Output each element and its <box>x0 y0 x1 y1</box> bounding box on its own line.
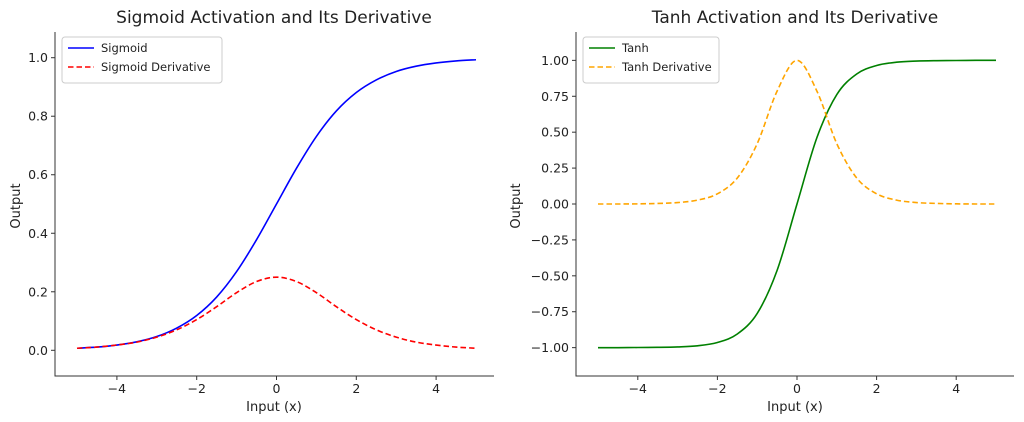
y-tick-label: 0.75 <box>541 89 569 104</box>
x-axis-label: Input (x) <box>246 400 302 415</box>
sigmoid-chart-panel: Sigmoid Activation and Its Derivative In… <box>9 8 494 415</box>
y-tick-label: 0.8 <box>28 109 48 124</box>
axes-spines <box>54 32 494 377</box>
x-tick-label: 2 <box>352 381 360 396</box>
series-line-1 <box>76 58 477 350</box>
legend: Tanh Tanh Derivative <box>582 36 720 84</box>
plot-lines <box>597 59 997 349</box>
series-line-1 <box>597 59 997 349</box>
tanh-chart-panel: Tanh Activation and Its Derivative Input… <box>509 8 1014 415</box>
series-line-2 <box>76 276 477 350</box>
y-tick-label: 0.0 <box>28 343 48 358</box>
y-tick-label: 0.25 <box>541 161 569 176</box>
y-tick-label: −0.25 <box>531 232 569 247</box>
y-tick-label: 0.4 <box>28 226 48 241</box>
series-line-2 <box>597 59 997 205</box>
chart-title: Sigmoid Activation and Its Derivative <box>116 8 432 28</box>
legend-box <box>582 36 720 84</box>
y-tick-label: 0.00 <box>541 197 569 212</box>
x-axis-label: Input (x) <box>767 400 823 415</box>
x-tick-label: −2 <box>187 381 205 396</box>
y-tick-label: 0.2 <box>28 284 48 299</box>
y-tick-label: 1.00 <box>541 53 569 68</box>
x-tick-label: 4 <box>432 381 440 396</box>
x-tick-label: −4 <box>629 381 647 396</box>
y-tick-label: −1.00 <box>531 340 569 355</box>
legend-label: Sigmoid Derivative <box>101 60 210 74</box>
legend-label: Tanh <box>621 41 649 55</box>
legend: Sigmoid Sigmoid Derivative <box>61 36 223 84</box>
legend-box <box>61 36 223 84</box>
legend-label: Tanh Derivative <box>621 60 712 74</box>
ticks: −4 −2 0 2 4 −1.00 −0.75 −0.50 −0.25 0.00 0.25 0.50 0… <box>531 53 961 396</box>
x-tick-label: −2 <box>708 381 726 396</box>
y-axis-label: Output <box>9 183 24 228</box>
x-tick-label: 0 <box>273 381 281 396</box>
x-tick-label: 4 <box>952 381 960 396</box>
y-tick-label: 0.6 <box>28 167 48 182</box>
plot-lines <box>76 58 477 350</box>
ticks: −4 −2 0 2 4 0.0 0.2 0.4 0.6 0.8 1.0 <box>28 50 440 396</box>
axes-spines <box>575 32 1014 377</box>
legend-label: Sigmoid <box>101 41 148 55</box>
y-tick-label: −0.75 <box>531 304 569 319</box>
x-tick-label: 2 <box>873 381 881 396</box>
chart-title: Tanh Activation and Its Derivative <box>651 8 938 28</box>
y-tick-label: −0.50 <box>531 268 569 283</box>
x-tick-label: 0 <box>793 381 801 396</box>
y-axis-label: Output <box>509 183 524 228</box>
x-tick-label: −4 <box>108 381 126 396</box>
y-tick-label: 0.50 <box>541 125 569 140</box>
y-tick-label: 1.0 <box>28 50 48 65</box>
